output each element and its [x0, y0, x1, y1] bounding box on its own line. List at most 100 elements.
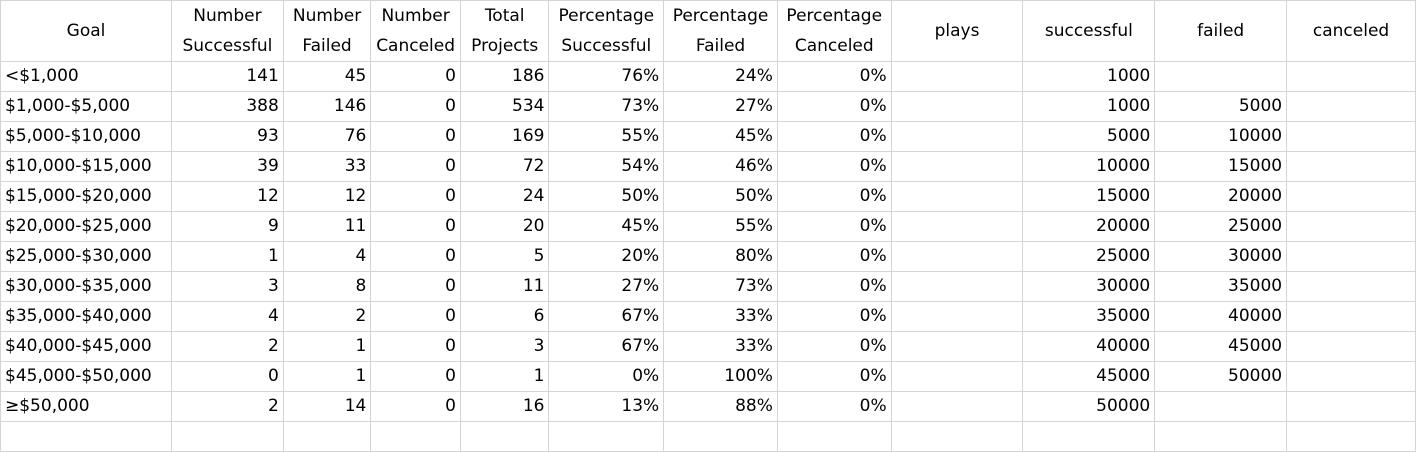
cell-empty[interactable]	[282, 421, 372, 452]
cell-goal[interactable]: $15,000-$20,000	[0, 181, 173, 212]
cell-number-canceled[interactable]: 0	[370, 61, 461, 92]
header-number-failed[interactable]: Number Failed	[282, 0, 372, 62]
cell-percentage-successful[interactable]: 27%	[548, 271, 665, 302]
cell-percentage-failed[interactable]: 27%	[663, 91, 778, 122]
cell-successful[interactable]: 45000	[1022, 361, 1156, 392]
cell-total-projects[interactable]: 169	[459, 121, 550, 152]
cell-percentage-canceled[interactable]: 0%	[776, 151, 892, 182]
cell-number-failed[interactable]: 14	[282, 391, 372, 422]
cell-total-projects[interactable]: 11	[459, 271, 550, 302]
cell-canceled[interactable]	[1286, 181, 1416, 212]
cell-percentage-failed[interactable]: 33%	[663, 331, 778, 362]
cell-percentage-failed[interactable]: 45%	[663, 121, 778, 152]
cell-empty[interactable]	[890, 421, 1024, 452]
cell-plays[interactable]	[890, 211, 1024, 242]
cell-canceled[interactable]	[1286, 391, 1416, 422]
cell-number-canceled[interactable]: 0	[370, 271, 461, 302]
header-percentage-canceled[interactable]: Percentage Canceled	[776, 0, 892, 62]
cell-empty[interactable]	[663, 421, 778, 452]
header-failed[interactable]: failed	[1154, 0, 1288, 62]
cell-number-successful[interactable]: 93	[171, 121, 284, 152]
cell-plays[interactable]	[890, 91, 1024, 122]
cell-total-projects[interactable]: 534	[459, 91, 550, 122]
cell-canceled[interactable]	[1286, 121, 1416, 152]
cell-percentage-canceled[interactable]: 0%	[776, 241, 892, 272]
cell-canceled[interactable]	[1286, 151, 1416, 182]
cell-number-failed[interactable]: 4	[282, 241, 372, 272]
cell-goal[interactable]: ≥$50,000	[0, 391, 173, 422]
cell-plays[interactable]	[890, 361, 1024, 392]
cell-percentage-failed[interactable]: 33%	[663, 301, 778, 332]
cell-empty[interactable]	[171, 421, 284, 452]
cell-percentage-failed[interactable]: 50%	[663, 181, 778, 212]
header-goal[interactable]: Goal	[0, 0, 173, 62]
cell-number-failed[interactable]: 33	[282, 151, 372, 182]
cell-number-successful[interactable]: 141	[171, 61, 284, 92]
cell-percentage-successful[interactable]: 20%	[548, 241, 665, 272]
cell-successful[interactable]: 25000	[1022, 241, 1156, 272]
cell-total-projects[interactable]: 6	[459, 301, 550, 332]
cell-percentage-failed[interactable]: 73%	[663, 271, 778, 302]
cell-empty[interactable]	[1286, 421, 1416, 452]
header-number-canceled[interactable]: Number Canceled	[370, 0, 461, 62]
cell-number-failed[interactable]: 1	[282, 331, 372, 362]
cell-failed[interactable]: 40000	[1154, 301, 1288, 332]
cell-total-projects[interactable]: 20	[459, 211, 550, 242]
cell-empty[interactable]	[370, 421, 461, 452]
cell-plays[interactable]	[890, 61, 1024, 92]
cell-total-projects[interactable]: 16	[459, 391, 550, 422]
cell-number-canceled[interactable]: 0	[370, 181, 461, 212]
cell-number-canceled[interactable]: 0	[370, 241, 461, 272]
cell-failed[interactable]	[1154, 61, 1288, 92]
cell-number-failed[interactable]: 1	[282, 361, 372, 392]
cell-goal[interactable]: $40,000-$45,000	[0, 331, 173, 362]
cell-goal[interactable]: $10,000-$15,000	[0, 151, 173, 182]
header-total-projects[interactable]: Total Projects	[459, 0, 550, 62]
cell-number-canceled[interactable]: 0	[370, 91, 461, 122]
cell-percentage-canceled[interactable]: 0%	[776, 271, 892, 302]
cell-failed[interactable]	[1154, 391, 1288, 422]
cell-successful[interactable]: 30000	[1022, 271, 1156, 302]
cell-total-projects[interactable]: 24	[459, 181, 550, 212]
cell-successful[interactable]: 1000	[1022, 91, 1156, 122]
cell-successful[interactable]: 50000	[1022, 391, 1156, 422]
cell-failed[interactable]: 45000	[1154, 331, 1288, 362]
cell-total-projects[interactable]: 1	[459, 361, 550, 392]
cell-canceled[interactable]	[1286, 61, 1416, 92]
cell-total-projects[interactable]: 3	[459, 331, 550, 362]
cell-percentage-failed[interactable]: 100%	[663, 361, 778, 392]
header-plays[interactable]: plays	[890, 0, 1024, 62]
cell-number-successful[interactable]: 9	[171, 211, 284, 242]
header-percentage-successful[interactable]: Percentage Successful	[548, 0, 665, 62]
cell-percentage-failed[interactable]: 88%	[663, 391, 778, 422]
cell-percentage-failed[interactable]: 80%	[663, 241, 778, 272]
cell-goal[interactable]: $45,000-$50,000	[0, 361, 173, 392]
cell-successful[interactable]: 20000	[1022, 211, 1156, 242]
cell-number-canceled[interactable]: 0	[370, 151, 461, 182]
cell-percentage-successful[interactable]: 13%	[548, 391, 665, 422]
cell-goal[interactable]: $1,000-$5,000	[0, 91, 173, 122]
cell-number-successful[interactable]: 2	[171, 391, 284, 422]
cell-percentage-successful[interactable]: 50%	[548, 181, 665, 212]
cell-goal[interactable]: $20,000-$25,000	[0, 211, 173, 242]
cell-empty[interactable]	[0, 421, 173, 452]
cell-percentage-successful[interactable]: 55%	[548, 121, 665, 152]
cell-number-successful[interactable]: 1	[171, 241, 284, 272]
cell-goal[interactable]: $35,000-$40,000	[0, 301, 173, 332]
cell-failed[interactable]: 15000	[1154, 151, 1288, 182]
cell-number-successful[interactable]: 4	[171, 301, 284, 332]
header-number-successful[interactable]: Number Successful	[171, 0, 284, 62]
cell-plays[interactable]	[890, 241, 1024, 272]
cell-percentage-failed[interactable]: 46%	[663, 151, 778, 182]
cell-number-failed[interactable]: 2	[282, 301, 372, 332]
cell-canceled[interactable]	[1286, 301, 1416, 332]
cell-failed[interactable]: 10000	[1154, 121, 1288, 152]
cell-percentage-failed[interactable]: 55%	[663, 211, 778, 242]
cell-number-canceled[interactable]: 0	[370, 391, 461, 422]
cell-percentage-successful[interactable]: 54%	[548, 151, 665, 182]
cell-empty[interactable]	[459, 421, 550, 452]
cell-number-successful[interactable]: 388	[171, 91, 284, 122]
cell-canceled[interactable]	[1286, 361, 1416, 392]
cell-percentage-canceled[interactable]: 0%	[776, 121, 892, 152]
cell-plays[interactable]	[890, 391, 1024, 422]
